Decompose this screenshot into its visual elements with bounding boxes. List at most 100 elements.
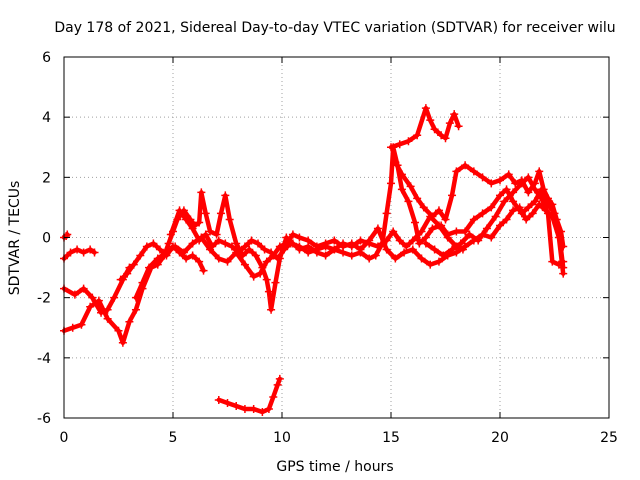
data-point	[452, 227, 461, 236]
data-series	[60, 104, 568, 416]
data-point	[164, 239, 173, 248]
data-point	[162, 248, 171, 257]
data-point	[347, 242, 356, 251]
data-point	[482, 224, 491, 233]
axis-ticks	[63, 56, 610, 419]
data-point	[77, 320, 86, 329]
series-trace-9	[388, 105, 461, 150]
data-point	[509, 197, 518, 206]
data-point	[240, 404, 249, 413]
data-point	[502, 215, 511, 224]
data-point	[430, 245, 439, 254]
data-point	[262, 257, 271, 266]
data-point	[275, 242, 284, 251]
data-point	[188, 251, 197, 260]
data-point	[264, 404, 273, 413]
data-point	[271, 278, 280, 287]
data-point	[321, 251, 330, 260]
data-point	[530, 185, 539, 194]
series-trace-8	[216, 376, 283, 415]
data-point	[421, 239, 430, 248]
data-point	[214, 254, 223, 263]
data-point	[419, 203, 428, 212]
x-tick-label: 10	[273, 430, 291, 446]
data-point	[502, 185, 511, 194]
data-point	[417, 227, 426, 236]
grid-lines	[64, 57, 609, 418]
data-point	[524, 188, 533, 197]
data-point	[153, 254, 162, 263]
data-point	[208, 242, 217, 251]
data-point	[131, 293, 140, 302]
x-tick-label: 15	[382, 430, 400, 446]
data-point	[103, 314, 112, 323]
data-point	[478, 209, 487, 218]
data-point	[465, 230, 474, 239]
data-point	[535, 167, 544, 176]
data-point	[365, 239, 374, 248]
data-point	[537, 194, 546, 203]
data-point	[413, 194, 422, 203]
data-point	[371, 251, 380, 260]
data-point	[454, 122, 463, 131]
data-point	[397, 185, 406, 194]
data-point	[114, 326, 123, 335]
data-point	[441, 215, 450, 224]
data-point	[227, 242, 236, 251]
data-point	[221, 191, 230, 200]
data-point	[166, 230, 175, 239]
data-point	[408, 245, 417, 254]
data-point	[430, 125, 439, 134]
data-point	[275, 374, 284, 383]
data-point	[110, 293, 119, 302]
data-point	[240, 260, 249, 269]
data-point	[487, 203, 496, 212]
data-point	[223, 257, 232, 266]
x-tick-labels: 0 5 10 15 20 25	[60, 430, 618, 446]
data-point	[391, 158, 400, 167]
data-point	[487, 233, 496, 242]
data-point	[382, 245, 391, 254]
y-tick-label: 6	[42, 50, 51, 66]
data-point	[421, 104, 430, 113]
data-point	[452, 167, 461, 176]
data-point	[487, 179, 496, 188]
data-point	[86, 245, 95, 254]
data-point	[142, 242, 151, 251]
data-point	[515, 203, 524, 212]
data-point	[408, 236, 417, 245]
data-point	[131, 305, 140, 314]
data-point	[347, 251, 356, 260]
data-point	[312, 245, 321, 254]
data-point	[262, 275, 271, 284]
data-point	[395, 140, 404, 149]
data-point	[509, 188, 518, 197]
data-point	[258, 407, 267, 416]
data-point	[474, 236, 483, 245]
data-point	[426, 260, 435, 269]
data-point	[461, 161, 470, 170]
data-point	[245, 245, 254, 254]
data-point	[79, 248, 88, 257]
data-point	[155, 245, 164, 254]
data-point	[395, 236, 404, 245]
data-point	[559, 242, 568, 251]
data-point	[225, 215, 234, 224]
data-point	[273, 254, 282, 263]
data-point	[223, 398, 232, 407]
data-point	[195, 257, 204, 266]
data-point	[543, 209, 552, 218]
data-point	[136, 251, 145, 260]
data-point	[304, 236, 313, 245]
data-point	[428, 212, 437, 221]
data-point	[391, 254, 400, 263]
data-point	[387, 143, 395, 152]
data-point	[264, 287, 273, 296]
data-point	[201, 209, 210, 218]
data-point	[517, 179, 526, 188]
data-point	[356, 236, 365, 245]
y-tick-label: -4	[37, 351, 51, 367]
data-point	[79, 284, 88, 293]
data-point	[504, 170, 513, 179]
data-point	[66, 248, 75, 257]
